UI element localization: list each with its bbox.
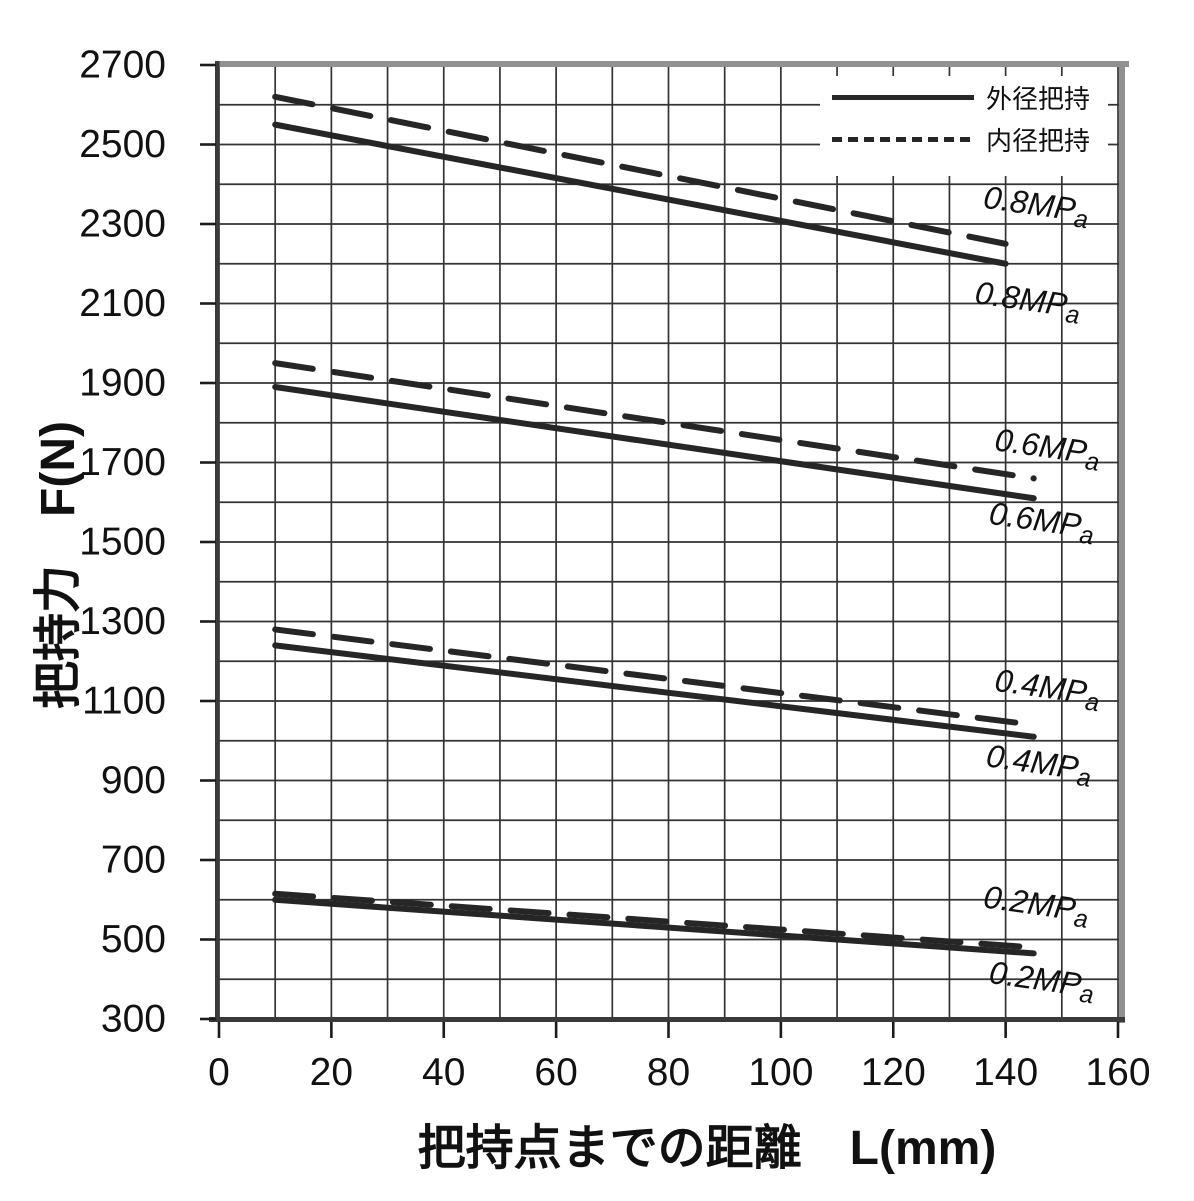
legend-item-outer-grip: 外径把持: [820, 76, 1108, 118]
legend-item-inner-grip: 内径把持: [820, 118, 1108, 160]
x-tick-label: 120: [861, 1051, 926, 1094]
x-tick-label: 140: [973, 1051, 1038, 1094]
series-line-dashed-0.2mpa: [272, 890, 1037, 951]
x-tick-label: 20: [310, 1051, 353, 1094]
y-tick-label: 1900: [79, 362, 166, 405]
plot-frame-right: [1119, 61, 1125, 1023]
y-tick-label: 1300: [79, 600, 166, 643]
pressure-label: 0.2MPa: [981, 878, 1092, 933]
series-line-solid-0.2mpa: [272, 896, 1037, 957]
axis-ticks: [200, 63, 1120, 1038]
y-tick-label: 700: [101, 839, 166, 882]
series-line-dashed-0.8mpa: [272, 93, 1009, 247]
x-tick-label: 0: [208, 1051, 230, 1094]
x-tick-label: 40: [422, 1051, 465, 1094]
svg-text:0.4MPa: 0.4MPa: [992, 662, 1103, 717]
y-tick-label: 2300: [79, 203, 166, 246]
svg-text:0.8MPa: 0.8MPa: [972, 274, 1083, 329]
x-tick-label: 160: [1085, 1051, 1150, 1094]
y-tick-label: 1100: [82, 680, 166, 723]
pressure-label: 0.2MPa: [986, 954, 1097, 1009]
legend-label-outer-grip: 外径把持: [986, 83, 1091, 114]
x-axis-title: 把持点までの距離 L(mm): [417, 1122, 997, 1175]
pressure-label: 0.4MPa: [992, 662, 1103, 717]
series-line-dashed-0.6mpa: [272, 360, 1037, 482]
series-line-dashed-0.4mpa: [272, 626, 1037, 728]
y-tick-label: 300: [101, 998, 166, 1041]
svg-text:0.2MPa: 0.2MPa: [986, 954, 1097, 1009]
svg-text:0.2MPa: 0.2MPa: [981, 878, 1092, 933]
pressure-label: 0.8MPa: [972, 274, 1083, 329]
svg-text:0.6MPa: 0.6MPa: [992, 421, 1103, 476]
y-tick-label: 2100: [79, 282, 166, 325]
pressure-label: 0.4MPa: [983, 737, 1094, 792]
x-tick-label: 80: [647, 1051, 690, 1094]
y-tick-label: 500: [101, 918, 166, 961]
series-line-solid-0.6mpa: [272, 383, 1037, 502]
svg-text:0.8MPa: 0.8MPa: [981, 179, 1092, 234]
y-tick-label: 1700: [79, 441, 166, 484]
axis-tick-labels: 300 500 700 900 1100 1300 1500 1700 1900 2100 2300…: [79, 44, 1150, 1095]
series-line-solid-0.4mpa: [272, 642, 1037, 740]
series-line-solid-0.8mpa: [272, 121, 1009, 267]
plot-frame-top: [218, 61, 1129, 67]
x-axis-line: [209, 1017, 1125, 1022]
y-tick-label: 2500: [79, 123, 166, 166]
y-axis-title: 把持力 F(N): [32, 421, 85, 709]
dashed-line-swatch: [832, 136, 974, 142]
y-tick-label: 900: [101, 759, 166, 802]
legend: 外径把持 内径把持: [820, 76, 1108, 176]
legend-label-inner-grip: 内径把持: [986, 125, 1091, 156]
x-tick-label: 100: [748, 1051, 813, 1094]
y-tick-label: 2700: [79, 44, 166, 87]
x-tick-label: 60: [534, 1051, 577, 1094]
y-axis-line: [215, 61, 220, 1022]
y-tick-label: 1500: [79, 521, 166, 564]
solid-line-swatch: [832, 94, 974, 100]
pressure-label: 0.6MPa: [992, 421, 1103, 476]
svg-text:0.4MPa: 0.4MPa: [983, 737, 1094, 792]
pressure-label: 0.8MPa: [981, 179, 1092, 234]
